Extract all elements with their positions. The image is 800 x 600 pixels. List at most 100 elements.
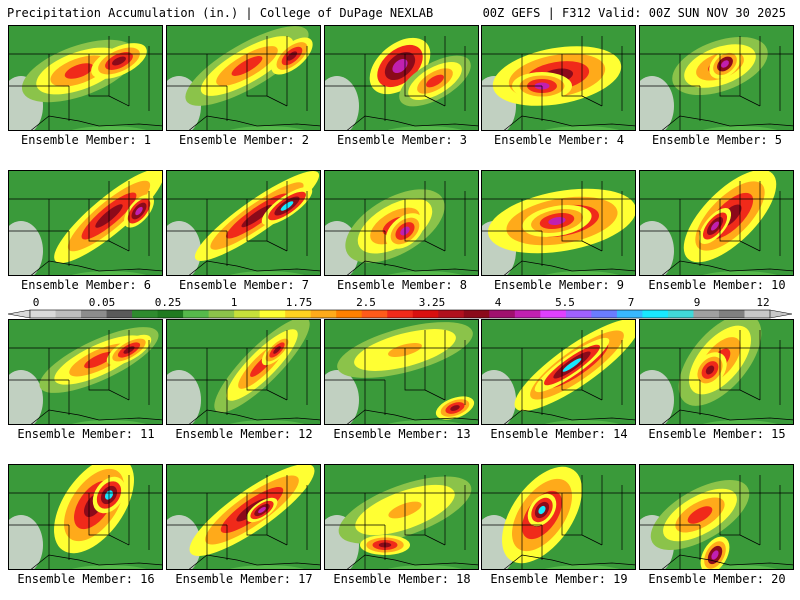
state-border-line (30, 554, 162, 569)
state-border-line (88, 348, 109, 391)
state-border-line (346, 409, 478, 424)
gulf-area (71, 565, 147, 569)
state-border-line (246, 54, 267, 97)
state-border-line (30, 260, 162, 275)
colorbar-tick-label: 9 (693, 296, 701, 309)
ensemble-member-label: Ensemble Member: 16 (17, 572, 155, 586)
state-border-line (561, 493, 582, 536)
state-border-line (424, 95, 446, 107)
dry-area (640, 370, 674, 424)
colorbar-swatch (642, 310, 669, 318)
colorbar-max-arrow (769, 309, 793, 319)
dry-area (482, 370, 516, 424)
state-border-line (661, 115, 793, 130)
gulf-area (387, 420, 463, 424)
state-border-line (188, 115, 320, 130)
precip-map-graphic (640, 465, 793, 569)
dry-area (167, 221, 201, 275)
colorbar-swatch (744, 310, 771, 318)
ensemble-member-map (639, 464, 794, 570)
state-border-line (266, 389, 288, 401)
gulf-area (544, 420, 620, 424)
precip-contour (426, 74, 444, 88)
gulf-area (71, 420, 147, 424)
colorbar-tick-label: 2.5 (356, 296, 376, 309)
dry-area (9, 370, 43, 424)
ensemble-member-map (8, 25, 163, 131)
precip-map-graphic (482, 171, 635, 275)
state-border-line (188, 554, 320, 569)
precip-contour (135, 206, 143, 216)
dry-area (167, 515, 201, 569)
colorbar-swatch (183, 310, 210, 318)
state-border-line (88, 493, 109, 536)
precip-map-graphic (325, 465, 478, 569)
ensemble-member-label: Ensemble Member: 12 (175, 427, 313, 441)
ensemble-member-label: Ensemble Member: 5 (651, 133, 783, 147)
precip-map-graphic (167, 320, 320, 424)
state-border-line (424, 389, 446, 401)
precip-map-graphic (9, 320, 162, 424)
precip-colorbar (7, 309, 793, 319)
ensemble-member-map (166, 170, 321, 276)
precip-map-graphic (167, 465, 320, 569)
colorbar-swatch (387, 310, 414, 318)
state-border-line (404, 199, 425, 242)
ensemble-member-map (481, 25, 636, 131)
colorbar-swatch (259, 310, 286, 318)
colorbar-swatch (718, 310, 745, 318)
gulf-area (702, 271, 778, 275)
colorbar-swatch (438, 310, 465, 318)
state-border-line (739, 240, 761, 252)
state-border-line (246, 348, 267, 391)
ensemble-member-map (324, 464, 479, 570)
gulf-area (544, 271, 620, 275)
state-border-line (346, 260, 478, 275)
ensemble-member-label: Ensemble Member: 11 (17, 427, 155, 441)
state-border-line (561, 54, 582, 97)
precip-contour (562, 358, 582, 372)
colorbar-swatch (30, 310, 57, 318)
precip-map-graphic (482, 465, 635, 569)
ensemble-member-label: Ensemble Member: 4 (493, 133, 625, 147)
colorbar-swatch (81, 310, 108, 318)
ensemble-member-label: Ensemble Member: 19 (490, 572, 628, 586)
state-border-line (503, 260, 635, 275)
run-valid-info: 00Z GEFS | F312 Valid: 00Z SUN NOV 30 20… (482, 6, 786, 20)
colorbar-swatch (693, 310, 720, 318)
colorbar-swatch (157, 310, 184, 318)
precip-contour (710, 221, 720, 231)
state-border-line (246, 199, 267, 242)
precip-contour (538, 505, 546, 515)
colorbar-swatch (616, 310, 643, 318)
state-border-line (424, 240, 446, 252)
colorbar-tick-label: 5.5 (555, 296, 575, 309)
state-border-line (503, 115, 635, 130)
dry-area (9, 221, 43, 275)
ensemble-member-map (8, 464, 163, 570)
ensemble-member-map (324, 319, 479, 425)
ensemble-member-label: Ensemble Member: 1 (20, 133, 152, 147)
state-border-line (503, 409, 635, 424)
dry-area (9, 515, 43, 569)
gulf-area (71, 271, 147, 275)
ensemble-member-label: Ensemble Member: 13 (333, 427, 471, 441)
colorbar-swatch (234, 310, 261, 318)
gulf-area (387, 126, 463, 130)
gulf-area (229, 271, 305, 275)
ensemble-member-label: Ensemble Member: 14 (490, 427, 628, 441)
precip-map-graphic (325, 320, 478, 424)
state-border-line (346, 554, 478, 569)
colorbar-swatch (540, 310, 567, 318)
colorbar-swatch (361, 310, 388, 318)
precip-contour (392, 58, 408, 74)
state-border-line (266, 534, 288, 546)
gulf-area (544, 565, 620, 569)
colorbar-swatch (285, 310, 312, 318)
ensemble-member-map (324, 170, 479, 276)
ensemble-member-label: Ensemble Member: 9 (493, 278, 625, 292)
state-border-line (719, 348, 740, 391)
precip-map-graphic (325, 26, 478, 130)
state-border-line (581, 389, 603, 401)
ensemble-member-label: Ensemble Member: 18 (333, 572, 471, 586)
